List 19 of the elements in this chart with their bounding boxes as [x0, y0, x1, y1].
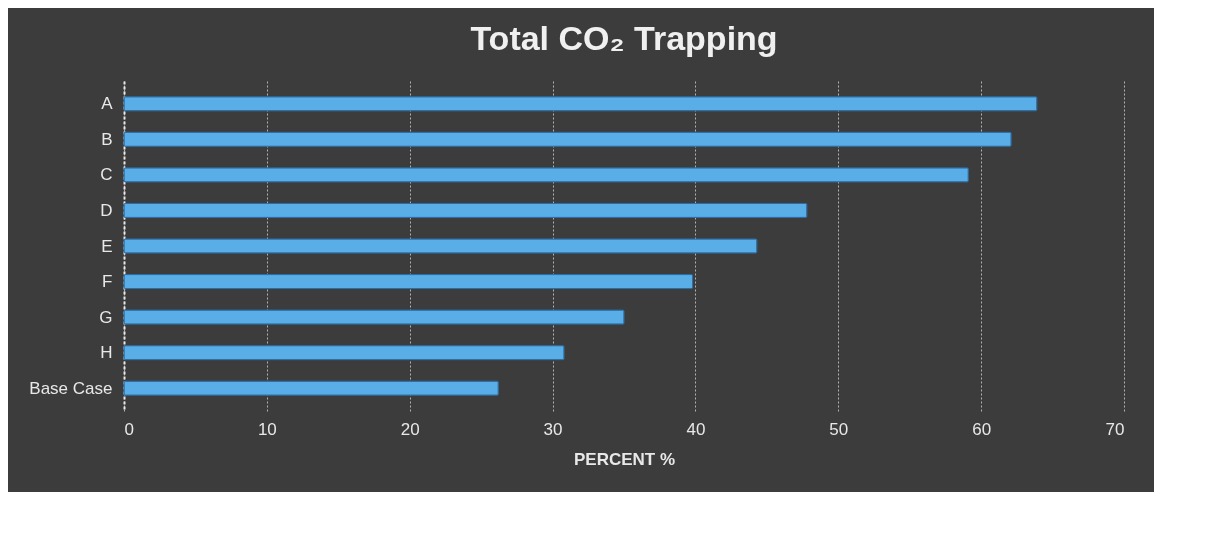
chart-title: Total CO₂ Trapping: [470, 19, 778, 57]
y-tick-label: D: [100, 200, 113, 220]
y-tick-label: C: [100, 165, 113, 185]
y-tick-label: G: [99, 307, 113, 327]
y-tick-label: H: [100, 343, 113, 363]
x-tick-label: 20: [400, 419, 420, 439]
x-tick-label: 0: [124, 419, 134, 439]
x-tick-label: 70: [1105, 419, 1125, 439]
y-tick-label: Base Case: [29, 378, 113, 398]
x-axis-title: PERCENT %: [573, 449, 676, 469]
y-tick-label: E: [101, 236, 113, 256]
x-tick-label: 40: [686, 419, 706, 439]
y-tick-label: B: [101, 129, 113, 149]
y-tick-label: A: [101, 94, 114, 114]
y-tick-label: F: [102, 272, 113, 292]
x-tick-label: 30: [543, 419, 563, 439]
x-tick-label: 10: [257, 419, 277, 439]
x-tick-label: 50: [829, 419, 849, 439]
x-tick-label: 60: [972, 419, 992, 439]
